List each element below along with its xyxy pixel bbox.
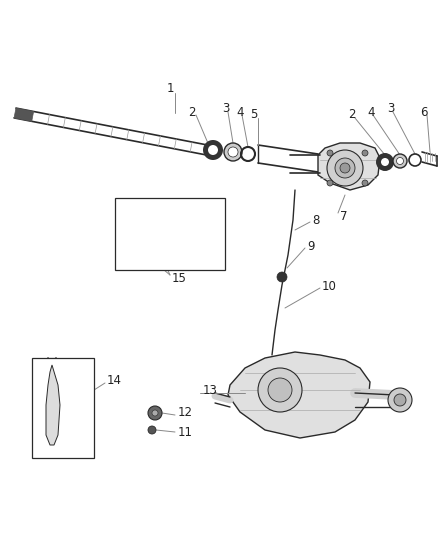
Text: R: R — [49, 406, 56, 415]
FancyBboxPatch shape — [115, 198, 225, 270]
Circle shape — [208, 145, 218, 155]
Text: 14: 14 — [107, 375, 122, 387]
Circle shape — [327, 150, 363, 186]
Circle shape — [362, 180, 368, 186]
Circle shape — [203, 140, 223, 160]
Text: 3: 3 — [387, 102, 395, 116]
Circle shape — [224, 143, 242, 161]
Circle shape — [376, 153, 394, 171]
Text: 5: 5 — [250, 109, 258, 122]
Text: 2: 2 — [348, 109, 356, 122]
Circle shape — [327, 150, 333, 156]
Circle shape — [381, 158, 389, 166]
Text: 15: 15 — [172, 271, 187, 285]
Circle shape — [228, 147, 238, 157]
Text: 4: 4 — [236, 106, 244, 118]
Text: 7: 7 — [340, 209, 347, 222]
Polygon shape — [14, 108, 34, 122]
Text: 1: 1 — [166, 82, 174, 94]
Circle shape — [277, 272, 287, 282]
Text: 10: 10 — [322, 279, 337, 293]
Circle shape — [362, 150, 368, 156]
Text: 13: 13 — [203, 384, 218, 397]
Circle shape — [268, 378, 292, 402]
Circle shape — [327, 180, 333, 186]
Text: V: V — [49, 430, 56, 439]
Polygon shape — [318, 143, 380, 190]
Polygon shape — [46, 365, 60, 445]
FancyBboxPatch shape — [32, 358, 94, 458]
Circle shape — [148, 406, 162, 420]
Circle shape — [335, 158, 355, 178]
Circle shape — [388, 388, 412, 412]
Circle shape — [152, 410, 158, 416]
Circle shape — [393, 154, 407, 168]
Circle shape — [394, 394, 406, 406]
Text: T: T — [49, 417, 55, 426]
Text: 2: 2 — [188, 106, 196, 118]
Text: 4: 4 — [367, 106, 375, 118]
Circle shape — [258, 368, 302, 412]
Text: 12: 12 — [178, 407, 193, 419]
Circle shape — [148, 426, 156, 434]
Text: 3: 3 — [223, 102, 230, 116]
Polygon shape — [228, 352, 370, 438]
Text: 6: 6 — [420, 106, 428, 118]
Text: 9: 9 — [307, 239, 314, 253]
Text: 11: 11 — [178, 425, 193, 439]
Circle shape — [340, 163, 350, 173]
Text: 8: 8 — [312, 214, 319, 227]
Circle shape — [396, 157, 403, 165]
